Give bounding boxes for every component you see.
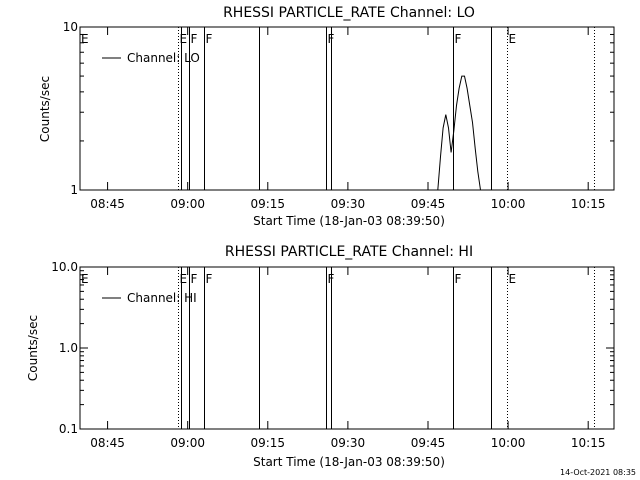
event-label: E: [509, 32, 517, 46]
event-label: F: [191, 32, 198, 46]
x-tick-label: 09:30: [331, 436, 366, 450]
x-tick-label: 09:00: [170, 436, 205, 450]
x-tick-label: 09:15: [250, 197, 285, 211]
x-tick-label: 10:15: [571, 197, 606, 211]
event-label: F: [455, 32, 462, 46]
hi-channel-panel: RHESSI PARTICLE_RATE Channel: HI Start T…: [26, 244, 615, 469]
y-tick-label: 0.1: [59, 422, 78, 436]
chart-title: RHESSI PARTICLE_RATE Channel: LO: [223, 5, 475, 21]
x-tick-label: 09:45: [411, 197, 446, 211]
x-tick-label: 08:45: [90, 197, 125, 211]
y-axis-label: Counts/sec: [38, 76, 52, 142]
x-tick-label: 08:45: [90, 436, 125, 450]
x-tick-label: 10:00: [491, 436, 526, 450]
lo-channel-panel: RHESSI PARTICLE_RATE Channel: LO Start T…: [38, 5, 615, 228]
legend-label: Channel: LO: [127, 51, 200, 65]
event-label: F: [191, 272, 198, 286]
legend-label: Channel: HI: [127, 291, 197, 305]
x-tick-label: 10:00: [491, 197, 526, 211]
x-tick-label: 09:30: [331, 197, 366, 211]
event-label: E: [180, 272, 188, 286]
event-label: E: [81, 272, 89, 286]
event-label: E: [180, 32, 188, 46]
y-tick-label: 10.0: [51, 260, 78, 274]
y-tick-label: 1: [70, 183, 78, 197]
event-label: F: [206, 272, 213, 286]
y-tick-label: 10: [63, 20, 78, 34]
footer-timestamp: 14-Oct-2021 08:35: [560, 468, 636, 477]
x-tick-label: 10:15: [571, 436, 606, 450]
x-tick-label: 09:45: [411, 436, 446, 450]
series-line: [80, 75, 614, 191]
x-tick-label: 09:15: [250, 436, 285, 450]
event-label: E: [81, 32, 89, 46]
event-label: F: [455, 272, 462, 286]
y-axis-label: Counts/sec: [26, 315, 40, 381]
x-axis-label: Start Time (18-Jan-03 08:39:50): [253, 214, 445, 228]
event-label: F: [206, 32, 213, 46]
x-tick-label: 09:00: [170, 197, 205, 211]
x-axis-label: Start Time (18-Jan-03 08:39:50): [253, 455, 445, 469]
chart-title: RHESSI PARTICLE_RATE Channel: HI: [225, 244, 473, 260]
event-label: E: [509, 272, 517, 286]
y-tick-label: 1.0: [59, 341, 78, 355]
